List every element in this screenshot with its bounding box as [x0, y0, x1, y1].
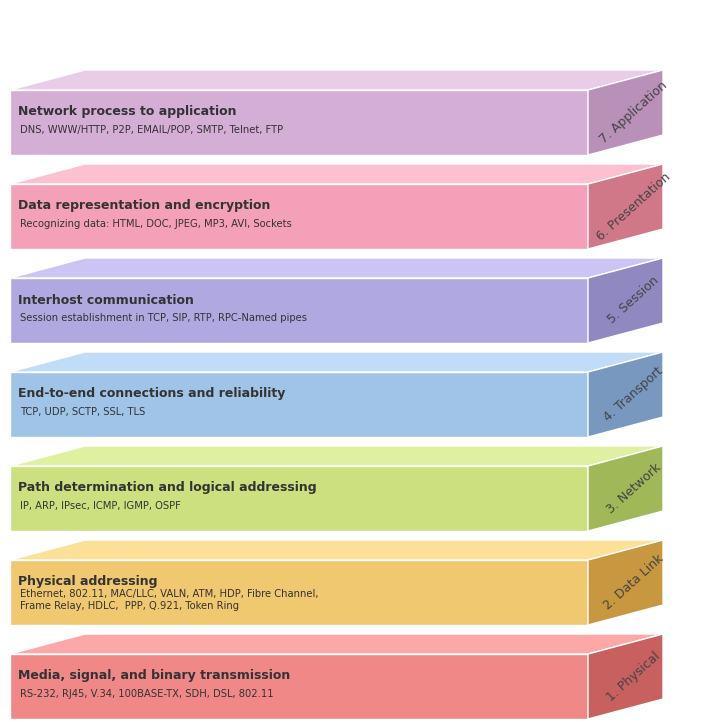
- Text: 4. Transport: 4. Transport: [601, 365, 665, 425]
- Text: End-to-end connections and reliability: End-to-end connections and reliability: [18, 388, 285, 401]
- Polygon shape: [10, 90, 588, 155]
- Polygon shape: [10, 446, 663, 466]
- Polygon shape: [10, 466, 588, 531]
- Text: Session establishment in TCP, SIP, RTP, RPC-Named pipes: Session establishment in TCP, SIP, RTP, …: [20, 313, 307, 323]
- Polygon shape: [588, 540, 663, 625]
- Text: 7. Application: 7. Application: [597, 79, 670, 146]
- Polygon shape: [10, 278, 588, 343]
- Polygon shape: [10, 352, 663, 372]
- Polygon shape: [10, 560, 588, 625]
- Polygon shape: [10, 634, 663, 654]
- Polygon shape: [588, 258, 663, 343]
- Polygon shape: [10, 70, 663, 90]
- Text: 5. Session: 5. Session: [606, 274, 662, 326]
- Text: IP, ARP, IPsec, ICMP, IGMP, OSPF: IP, ARP, IPsec, ICMP, IGMP, OSPF: [20, 501, 181, 511]
- Polygon shape: [588, 634, 663, 719]
- Text: 3. Network: 3. Network: [604, 461, 663, 516]
- Polygon shape: [10, 654, 588, 719]
- Polygon shape: [10, 258, 663, 278]
- Text: Path determination and logical addressing: Path determination and logical addressin…: [18, 482, 317, 495]
- Text: Media, signal, and binary transmission: Media, signal, and binary transmission: [18, 669, 290, 682]
- Polygon shape: [10, 164, 663, 184]
- Text: RS-232, RJ45, V.34, 100BASE-TX, SDH, DSL, 802.11: RS-232, RJ45, V.34, 100BASE-TX, SDH, DSL…: [20, 689, 273, 699]
- Text: DNS, WWW/HTTP, P2P, EMAIL/POP, SMTP, Telnet, FTP: DNS, WWW/HTTP, P2P, EMAIL/POP, SMTP, Tel…: [20, 125, 283, 135]
- Text: Network process to application: Network process to application: [18, 105, 236, 118]
- Polygon shape: [588, 70, 663, 155]
- Polygon shape: [10, 372, 588, 437]
- Text: Data representation and encryption: Data representation and encryption: [18, 199, 271, 212]
- Polygon shape: [10, 184, 588, 249]
- Text: 6. Presentation: 6. Presentation: [594, 170, 673, 243]
- Text: 1. Physical: 1. Physical: [604, 649, 662, 704]
- Text: TCP, UDP, SCTP, SSL, TLS: TCP, UDP, SCTP, SSL, TLS: [20, 407, 146, 417]
- Text: Physical addressing: Physical addressing: [18, 575, 158, 588]
- Text: Ethernet, 802.11, MAC/LLC, VALN, ATM, HDP, Fibre Channel,
Frame Relay, HDLC,  PP: Ethernet, 802.11, MAC/LLC, VALN, ATM, HD…: [20, 589, 319, 611]
- Text: Recognizing data: HTML, DOC, JPEG, MP3, AVI, Sockets: Recognizing data: HTML, DOC, JPEG, MP3, …: [20, 219, 292, 229]
- Text: 2. Data Link: 2. Data Link: [601, 552, 666, 612]
- Polygon shape: [588, 352, 663, 437]
- Polygon shape: [588, 164, 663, 249]
- Polygon shape: [10, 540, 663, 560]
- Text: Interhost communication: Interhost communication: [18, 294, 194, 307]
- Polygon shape: [588, 446, 663, 531]
